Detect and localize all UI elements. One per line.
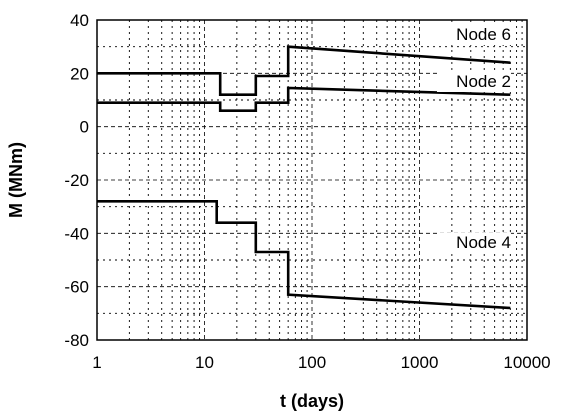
x-tick-label: 100 [298,353,326,372]
y-tick-label: -60 [64,278,89,297]
series-label: Node 4 [456,233,511,252]
y-tick-label: 20 [70,64,89,83]
x-tick-label: 1 [92,353,101,372]
series-label-bg [437,233,511,253]
y-tick-label: -20 [64,171,89,190]
y-axis-title: M (MNm) [6,142,26,218]
x-tick-label: 10 [195,353,214,372]
grid [97,20,527,340]
x-tick-label: 10000 [503,353,550,372]
series-labels: Node 6 Node 2 Node 4 [437,25,511,253]
series-label: Node 2 [456,72,511,91]
y-tick-label: -40 [64,224,89,243]
series-label: Node 6 [456,25,511,44]
series-line-node-4 [97,200,511,310]
series-label-bg [437,25,511,45]
plot-frame [96,19,528,341]
y-tick-label: 0 [80,118,89,137]
series-lines [97,45,511,310]
series-line-node-2 [97,86,511,112]
y-tick-label: 40 [70,11,89,30]
y-tick-label: -80 [64,331,89,350]
series-label-bg [437,72,511,92]
x-axis-title: t (days) [280,391,344,411]
series-line-node-6 [97,45,511,96]
tick-labels: 40 20 0 -20 -40 -60 -801 10 100 1000 10000 [64,11,550,372]
x-tick-label: 1000 [401,353,439,372]
